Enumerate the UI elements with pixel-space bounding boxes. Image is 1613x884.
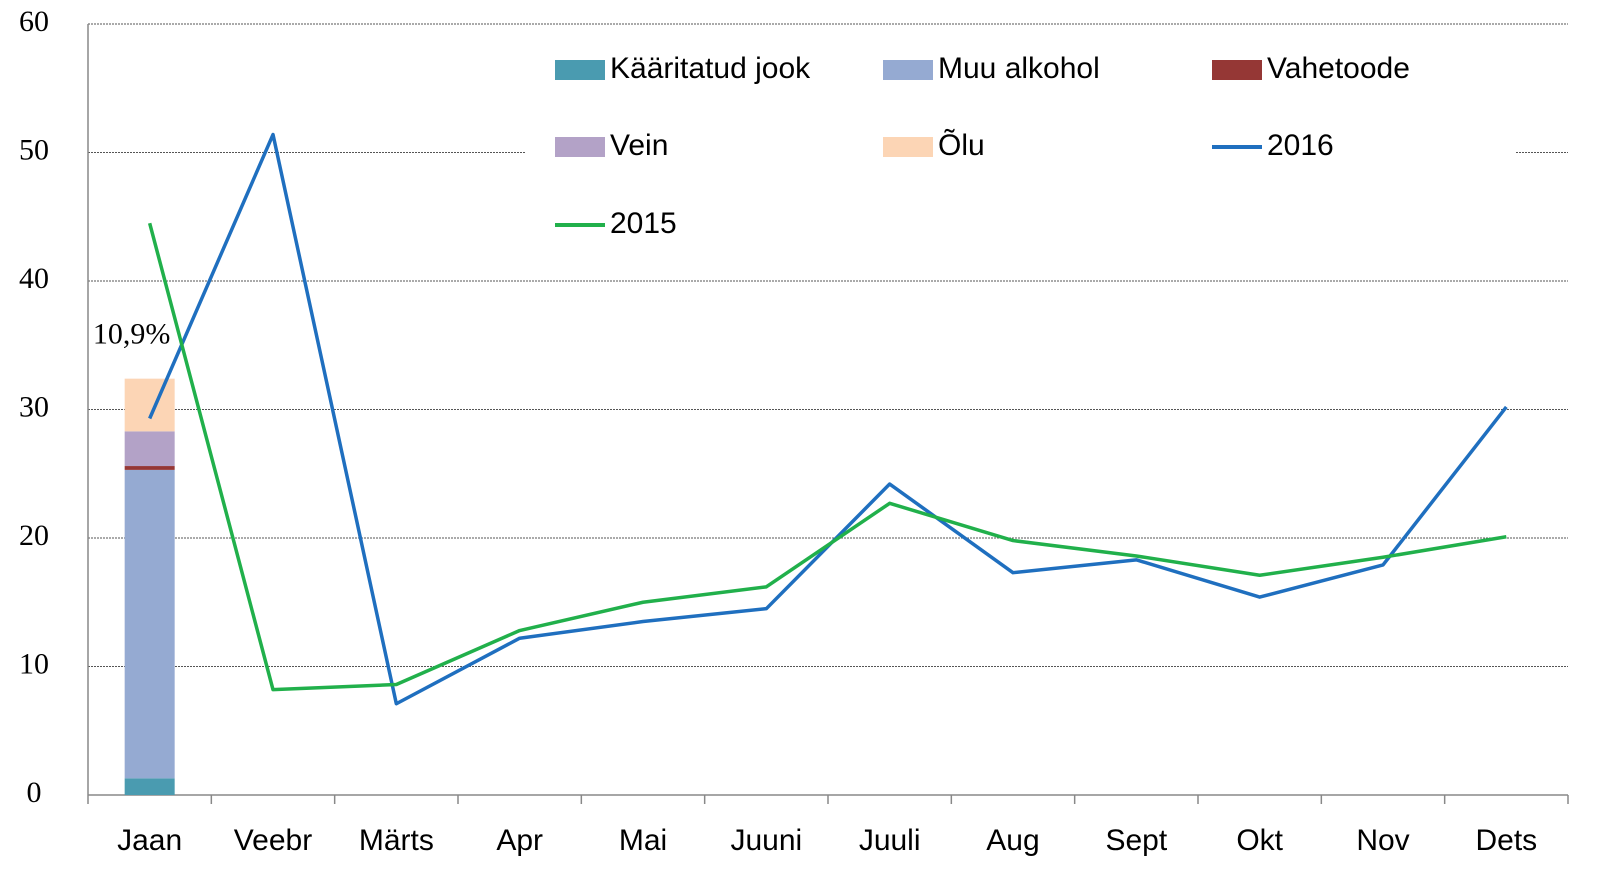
legend-label: 2016 <box>1267 129 1334 162</box>
bar-segment <box>124 778 175 795</box>
legend-label: Vahetoode <box>1267 52 1410 85</box>
x-tick-label: Veebr <box>234 824 312 857</box>
y-tick-label: 60 <box>19 5 49 38</box>
y-tick-label: 0 <box>27 776 42 809</box>
y-tick-label: 50 <box>19 133 49 166</box>
bar-segment <box>124 378 175 432</box>
legend-swatch <box>883 60 933 80</box>
bar-segment <box>124 466 175 470</box>
x-tick-label: Mai <box>619 824 667 857</box>
legend-swatch <box>555 137 605 157</box>
x-tick-label: Apr <box>496 824 543 857</box>
legend-label: Õlu <box>938 128 985 162</box>
bar-segment <box>124 431 175 467</box>
annotation: 10,9% <box>93 318 171 351</box>
bar-segment <box>124 469 175 779</box>
x-tick-label: Märts <box>359 824 434 857</box>
y-tick-label: 20 <box>19 519 49 552</box>
x-tick-label: Aug <box>986 824 1039 857</box>
x-tick-label: Dets <box>1475 824 1537 857</box>
legend-swatch <box>1212 60 1262 80</box>
line <box>147 222 1507 692</box>
legend-label: Muu alkohol <box>938 52 1100 85</box>
y-tick-label: 10 <box>19 647 49 680</box>
y-tick-label: 30 <box>19 390 49 423</box>
x-tick-label: Nov <box>1356 824 1409 857</box>
x-tick-label: Jaan <box>117 824 182 857</box>
x-tick-label: Sept <box>1105 824 1167 857</box>
legend-box <box>525 40 1515 255</box>
x-tick-label: Okt <box>1236 824 1283 857</box>
legend-label: 2015 <box>610 207 677 240</box>
legend-label: Vein <box>610 129 668 162</box>
y-tick-label: 40 <box>19 262 49 295</box>
legend-label: Kääritatud jook <box>610 52 811 85</box>
x-tick-label: Juuni <box>730 824 802 857</box>
legend-swatch <box>883 137 933 157</box>
x-tick-label: Juuli <box>859 824 921 857</box>
legend-swatch <box>555 60 605 80</box>
